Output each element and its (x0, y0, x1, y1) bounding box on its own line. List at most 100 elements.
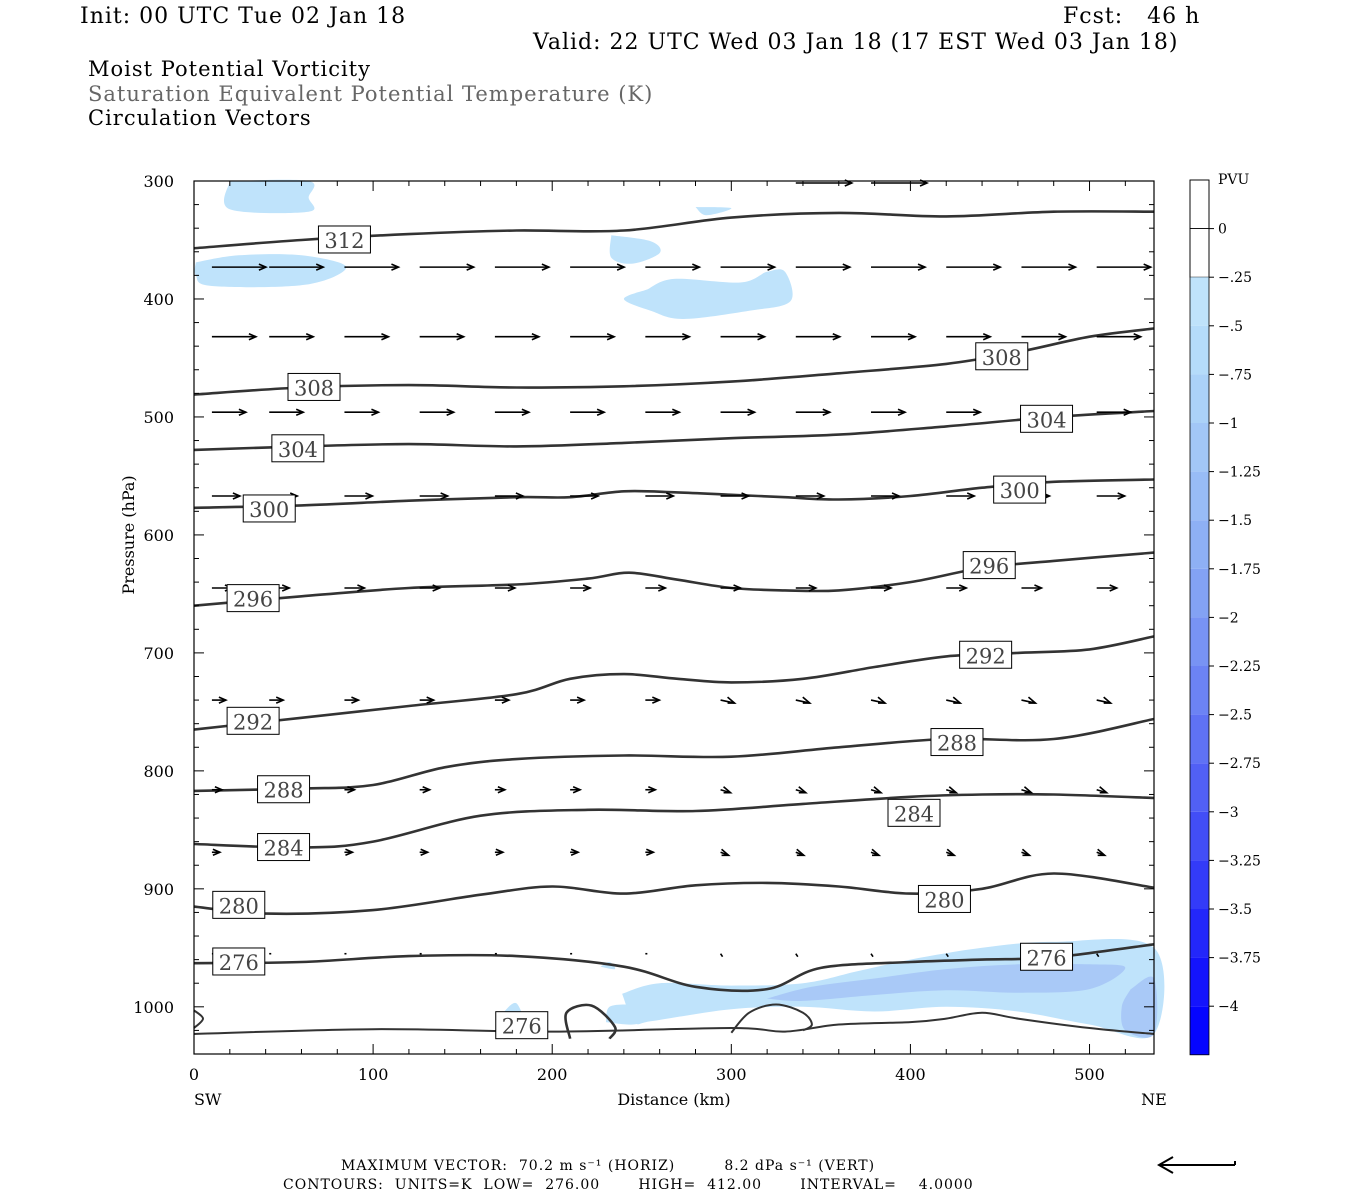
circulation-vector (1021, 332, 1068, 341)
circulation-vector (645, 696, 662, 704)
circulation-vector (1021, 848, 1032, 857)
colorbar-swatch (1190, 520, 1209, 569)
svg-text:304: 304 (1026, 408, 1066, 432)
circulation-vector (795, 492, 826, 500)
circulation-vector (1096, 408, 1133, 416)
circulation-vector (211, 263, 268, 271)
colorbar-level-label: −2.5 (1218, 708, 1252, 724)
circulation-vector (946, 786, 959, 794)
circulation-vector (1021, 786, 1034, 794)
circulation-vector (871, 332, 918, 341)
colorbar-swatch (1190, 763, 1209, 812)
svg-text:288: 288 (264, 779, 304, 803)
pv-colorbar: PVU 0 −.25 −.5 −.75 −1 −1.25 −1.5 −1.75 −2 −2.25 −2… (1189, 172, 1261, 1056)
theta-es-contours (193, 210, 1155, 1040)
colorbar-title: PVU (1218, 172, 1250, 188)
circulation-vector (494, 848, 505, 857)
circulation-vector (344, 332, 391, 341)
svg-text:304: 304 (278, 438, 318, 462)
circulation-vector (1096, 263, 1153, 271)
colorbar-swatch (1190, 860, 1209, 909)
colorbar-swatch (1190, 811, 1209, 861)
circulation-vector (720, 408, 757, 416)
svg-text:292: 292 (966, 644, 1006, 668)
circulation-vectors (211, 179, 1153, 958)
circulation-vector (211, 696, 228, 704)
circulation-vector (419, 584, 442, 592)
circulation-vector (946, 696, 963, 704)
contour-label-280: 280 (917, 884, 971, 913)
circulation-vector (946, 584, 969, 592)
reference-vector-icon (1156, 1156, 1236, 1174)
contour-info-note: CONTOURS: UNITS=K LOW= 276.00 HIGH= 412.… (283, 1177, 974, 1193)
colorbar-swatch (1190, 471, 1209, 521)
y-tick-label: 800 (143, 762, 174, 781)
circulation-vector (344, 786, 357, 794)
x-tick-label: 0 (189, 1065, 199, 1084)
x-axis-label: Distance (km) (617, 1090, 730, 1109)
circulation-vector (645, 492, 676, 500)
x-tick-label: 400 (895, 1065, 926, 1084)
circulation-vector (419, 332, 466, 341)
contour-276 (193, 943, 1155, 993)
circulation-vector (570, 848, 581, 857)
svg-text:276: 276 (502, 1015, 542, 1039)
circulation-vector (1021, 263, 1078, 271)
contour-label-284: 284 (257, 833, 311, 862)
circulation-vector (720, 786, 733, 794)
svg-text:300: 300 (249, 498, 289, 522)
circulation-vector (871, 492, 902, 500)
colorbar-swatch (1190, 666, 1209, 715)
colorbar-level-label: −3.75 (1218, 951, 1261, 967)
colorbar-swatch (1190, 957, 1209, 1007)
y-tick-label: 500 (143, 408, 174, 427)
circulation-vector (570, 584, 593, 592)
contour-label-296: 296 (962, 551, 1016, 580)
colorbar-swatch (1190, 617, 1209, 666)
circulation-vector (795, 786, 808, 794)
x-tick-label: 500 (1074, 1065, 1105, 1084)
title-line-3: Circulation Vectors (88, 106, 312, 130)
title-line-1: Moist Potential Vorticity (88, 57, 371, 81)
circulation-vector (645, 786, 658, 794)
circulation-vector (1021, 696, 1038, 704)
circulation-vector (946, 408, 983, 416)
x-tick-label: 200 (537, 1065, 568, 1084)
circulation-vector (494, 696, 511, 704)
colorbar-swatch (1190, 714, 1209, 764)
circulation-vector (1021, 584, 1044, 592)
circulation-vector (269, 332, 316, 341)
circulation-vector (795, 332, 842, 341)
circulation-vector (1096, 953, 1100, 958)
colorbar-level-label: −2 (1218, 610, 1239, 626)
circulation-vector (419, 848, 430, 857)
colorbar-level-label: −.75 (1218, 367, 1252, 383)
sw-end-label: SW (194, 1090, 222, 1109)
circulation-vector (870, 848, 882, 857)
surface-contour-2 (193, 1009, 205, 1029)
colorbar-level-label: −1.5 (1218, 513, 1252, 529)
circulation-vector (344, 696, 361, 704)
svg-text:284: 284 (894, 802, 934, 826)
svg-text:280: 280 (924, 888, 964, 912)
circulation-vector (720, 263, 777, 271)
init-time: Init: 00 UTC Tue 02 Jan 18 (80, 4, 407, 29)
svg-text:312: 312 (324, 229, 364, 253)
circulation-vector (946, 492, 977, 500)
svg-text:296: 296 (233, 588, 273, 612)
colorbar-level-label: −1.75 (1218, 562, 1261, 578)
circulation-vector (344, 492, 375, 500)
pv-region-9 (1121, 976, 1158, 1038)
colorbar-swatch (1189, 228, 1210, 278)
circulation-vector (419, 492, 450, 500)
svg-text:280: 280 (219, 894, 259, 918)
circulation-vector (344, 408, 381, 416)
contour-label-304: 304 (271, 434, 325, 463)
circulation-vector (1096, 492, 1127, 500)
contour-label-292: 292 (226, 706, 280, 735)
circulation-vector (211, 848, 222, 857)
svg-text:288: 288 (937, 732, 977, 756)
circulation-vector (494, 584, 517, 592)
contour-288 (193, 717, 1155, 793)
svg-text:276: 276 (1026, 946, 1066, 970)
